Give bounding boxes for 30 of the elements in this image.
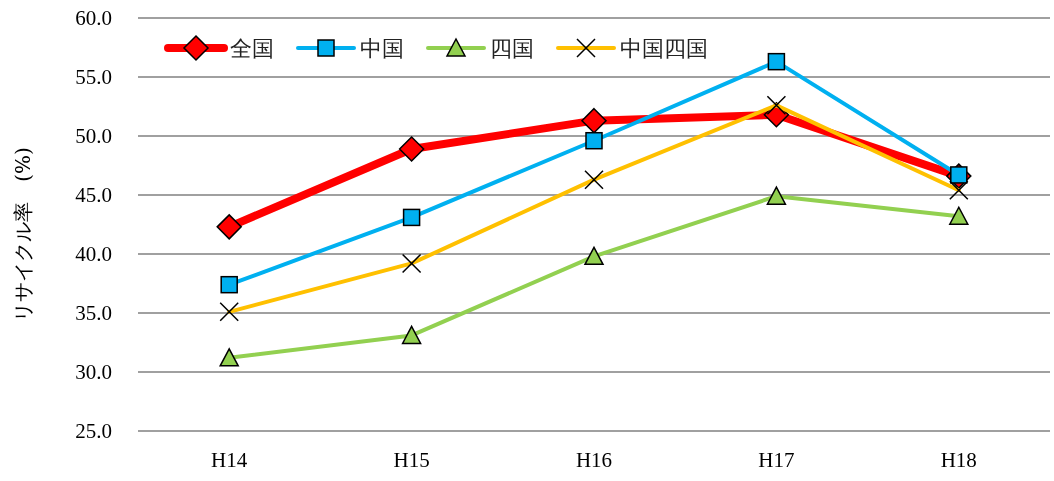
point: [767, 52, 786, 71]
y-tick-label: 30.0: [75, 360, 112, 384]
x-tick-label: H17: [758, 448, 795, 472]
y-tick-label: 25.0: [75, 419, 112, 443]
y-tick-label: 55.0: [75, 65, 112, 89]
x-tick-label: H14: [211, 448, 248, 472]
y-tick-label: 60.0: [75, 6, 112, 30]
point: [219, 348, 239, 367]
point: [220, 275, 238, 294]
point: [584, 246, 604, 266]
y-tick-label: 45.0: [75, 183, 112, 207]
point: [216, 214, 242, 240]
point: [402, 208, 421, 227]
x-tick-label: H15: [393, 448, 430, 472]
y-axis-title: リサイクル率 (%): [11, 147, 35, 322]
legend-label: 四国: [490, 36, 534, 61]
y-tick-label: 40.0: [75, 242, 112, 266]
point: [766, 186, 787, 205]
x-tick-label: H18: [940, 448, 977, 472]
point: [585, 131, 603, 150]
legend-label: 中国: [360, 36, 404, 61]
point: [581, 107, 607, 134]
point: [401, 325, 422, 345]
legend-label: 中国四国: [620, 36, 708, 61]
y-tick-label: 50.0: [75, 124, 112, 148]
x-tick-label: H16: [575, 448, 613, 472]
legend-label: 全国: [230, 36, 274, 61]
point: [949, 206, 969, 225]
y-tick-label: 35.0: [75, 301, 112, 325]
point: [398, 136, 425, 162]
